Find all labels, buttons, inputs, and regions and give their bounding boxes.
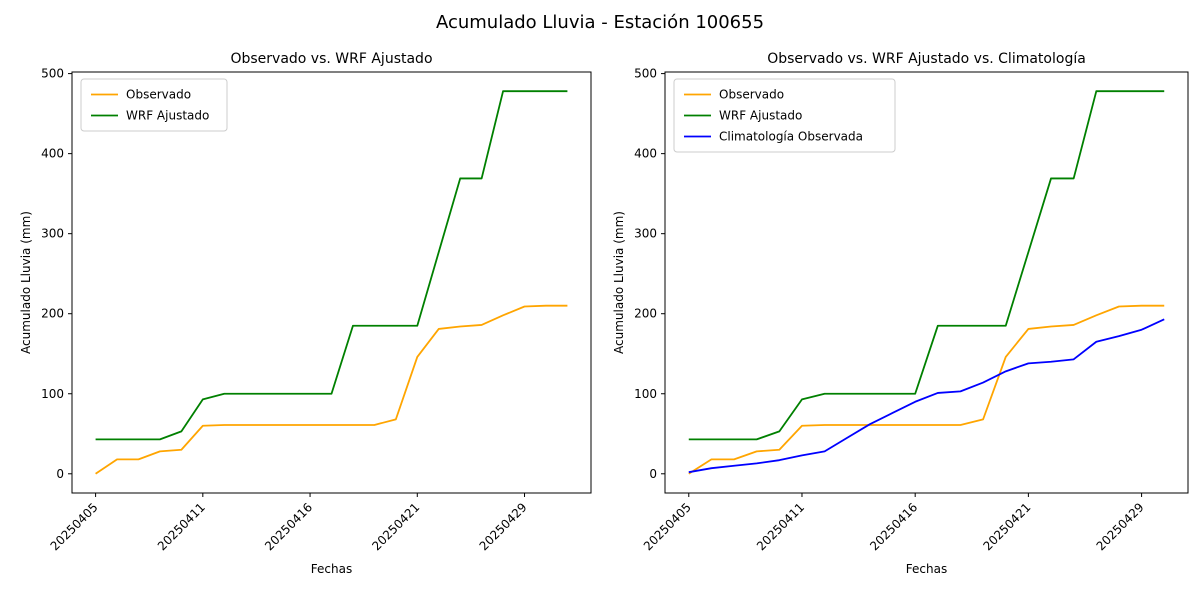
series-line-observado <box>95 304 568 475</box>
series-line-wrf-ajustado <box>688 90 1165 441</box>
x-axis-tick-label: 20250405 <box>641 500 694 553</box>
legend-item-wrf-ajustado: WRF Ajustado <box>684 109 802 123</box>
legend: Observado WRF Ajustado Climatología Observ… <box>673 78 896 153</box>
y-axis-tick-label: 400 <box>634 147 657 161</box>
x-axis-label: Fechas <box>311 562 352 576</box>
y-axis-tick-label: 0 <box>56 467 64 481</box>
y-axis-label: Acumulado Lluvia (mm) <box>612 211 626 354</box>
legend-label: Climatología Observada <box>719 130 863 144</box>
subplot-title: Observado vs. WRF Ajustado <box>230 51 432 67</box>
y-axis-tick-label: 500 <box>41 67 64 81</box>
x-axis-tick-label: 20250405 <box>48 500 101 553</box>
series-line-wrf-ajustado <box>95 90 568 441</box>
y-axis-label: Acumulado Lluvia (mm) <box>19 211 33 354</box>
legend-box <box>80 78 228 132</box>
series-line-observado <box>688 304 1165 475</box>
y-axis-tick-label: 200 <box>41 307 64 321</box>
subplot-1: 0 100 200 300 400 500 20250405 20250411 20250416… <box>612 51 1189 576</box>
y-axis-tick-label: 0 <box>649 467 657 481</box>
legend-label: WRF Ajustado <box>719 109 802 123</box>
x-axis-tick-label: 20250429 <box>477 500 530 553</box>
x-axis-tick-label: 20250421 <box>980 500 1033 553</box>
legend-label: WRF Ajustado <box>126 109 209 123</box>
y-axis-tick-label: 500 <box>634 67 657 81</box>
subplot-title: Observado vs. WRF Ajustado vs. Climatolo… <box>767 51 1086 67</box>
legend-box <box>673 78 896 153</box>
subplot-0: 0 100 200 300 400 500 20250405 20250411 20250416… <box>19 51 592 576</box>
legend-item-wrf-ajustado: WRF Ajustado <box>91 109 209 123</box>
legend-item-observado: Observado <box>684 88 784 102</box>
y-axis-tick-label: 200 <box>634 307 657 321</box>
y-axis-tick-label: 100 <box>41 387 64 401</box>
legend-item-observado: Observado <box>91 88 191 102</box>
y-axis-tick-label: 300 <box>634 227 657 241</box>
x-axis-tick-label: 20250429 <box>1094 500 1147 553</box>
figure-title: Acumulado Lluvia - Estación 100655 <box>435 12 765 33</box>
legend: Observado WRF Ajustado <box>80 78 228 132</box>
legend-item-climatologia-observada: Climatología Observada <box>684 130 863 144</box>
series-line-climatologia-observada <box>688 318 1165 474</box>
x-axis-tick-label: 20250421 <box>369 500 422 553</box>
x-axis-tick-label: 20250416 <box>867 500 920 553</box>
legend-label: Observado <box>719 88 784 102</box>
y-axis-tick-label: 100 <box>634 387 657 401</box>
y-axis-tick-label: 400 <box>41 147 64 161</box>
x-axis-tick-label: 20250411 <box>754 500 807 553</box>
x-axis-tick-label: 20250416 <box>262 500 315 553</box>
axes-frame <box>71 71 592 494</box>
x-axis-tick-label: 20250411 <box>155 500 208 553</box>
x-axis-label: Fechas <box>906 562 947 576</box>
y-axis-tick-label: 300 <box>41 227 64 241</box>
legend-label: Observado <box>126 88 191 102</box>
